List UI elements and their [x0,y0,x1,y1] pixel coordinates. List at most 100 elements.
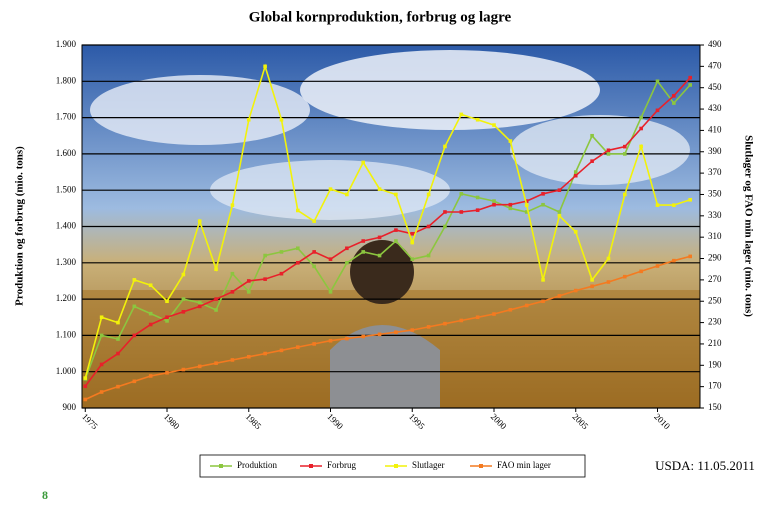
y2-tick-label: 210 [708,338,722,348]
y-tick-label: 900 [63,402,77,412]
series-marker [132,333,137,338]
series-marker [377,187,382,191]
series-marker [214,267,218,272]
series-marker [197,300,202,305]
series-marker [181,272,186,277]
series-marker [655,108,660,113]
series-marker [524,203,529,207]
series-marker [230,203,235,207]
series-marker [328,257,333,261]
series-marker [426,224,431,229]
series-marker [165,299,169,304]
series-marker [672,203,676,207]
series-marker [508,206,513,211]
series-marker [197,219,202,223]
series-marker [688,254,692,259]
x-tick-label: 1980 [162,411,182,431]
legend-swatch-marker [219,464,223,468]
series-marker [508,307,513,312]
series-marker [524,303,529,308]
series-marker [214,308,218,312]
series-marker [639,269,643,274]
series-marker [688,83,692,87]
series-marker [557,214,562,218]
series-marker [165,370,169,375]
y-tick-label: 1.900 [56,39,77,49]
series-marker [590,159,594,163]
series-marker [459,210,464,214]
legend-swatch-marker [309,464,313,468]
x-tick-label: 2005 [571,411,591,431]
y2-tick-label: 190 [708,359,722,369]
series-marker [132,304,137,309]
y-axis-label: Produktion og forbrug (mio. tons) [14,146,26,306]
series-marker [410,231,415,236]
series-marker [99,315,104,320]
series-marker [83,376,88,380]
series-marker [492,312,496,316]
series-marker [394,192,398,197]
series-marker [279,117,284,122]
series-marker [246,117,251,122]
series-marker [394,239,398,243]
y-tick-label: 1.800 [56,75,77,85]
series-marker [508,139,513,143]
series-marker [492,202,496,207]
series-marker [116,320,120,325]
series-marker [197,364,202,369]
series-marker [443,210,447,214]
series-marker [214,361,218,365]
series-marker [443,144,447,149]
series-marker [312,264,316,269]
series-marker [263,277,267,281]
series-marker [443,321,447,326]
series-marker [410,257,415,261]
series-marker [606,256,611,261]
series-marker [590,284,594,289]
series-marker [345,192,349,197]
series-marker [475,315,480,320]
series-marker [590,133,594,138]
y2-tick-label: 490 [708,39,722,49]
series-marker [557,188,562,192]
series-marker [296,246,300,251]
series-marker [246,290,251,294]
legend-label: FAO min lager [497,460,551,470]
series-marker [312,342,316,346]
series-marker [83,384,88,389]
x-tick-label: 1995 [407,411,427,431]
series-marker [312,250,316,254]
x-tick-label: 1990 [325,411,345,431]
legend-swatch-marker [394,464,398,468]
series-marker [279,250,284,254]
series-marker [230,290,235,294]
legend-label: Slutlager [412,460,445,470]
series-marker [557,210,562,214]
series-marker [639,115,643,120]
series-marker [475,195,480,200]
annotation: USDA: 11.05.2011 [655,458,755,473]
series-marker [345,336,349,341]
series-marker [279,271,284,276]
series-marker [475,208,480,212]
series-marker [590,278,594,282]
y2-axis-label: Slutlager og FAO min lager (mio. tons) [742,135,754,317]
series-marker [361,239,366,243]
series-marker [672,258,676,263]
series-marker [165,319,169,323]
series-marker [426,253,431,258]
series-marker [655,79,660,84]
series-marker [622,274,627,279]
chart-title: Global kornproduktion, forbrug og lagre [249,9,512,25]
series-line [84,79,691,380]
series-marker [116,351,120,356]
series-marker [148,374,153,378]
x-tick-label: 1985 [244,411,264,431]
series-marker [296,208,300,213]
series-marker [181,297,186,301]
series-marker [83,397,88,402]
series-marker [132,278,137,282]
y2-tick-label: 270 [708,274,722,284]
